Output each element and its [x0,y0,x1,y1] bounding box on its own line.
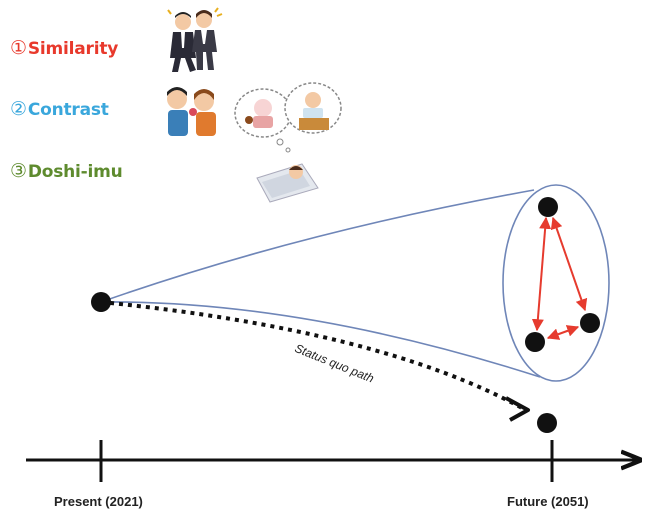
arrow-bottom-left-to-right [546,325,580,340]
cone-lower-line [100,301,541,378]
legend-number-1: ① [10,37,27,59]
future-label: Future (2051) [507,494,589,509]
legend-number-2: ② [10,98,27,120]
legend-number-3: ③ [10,160,27,182]
future-status-quo-node [537,413,557,433]
arrow-top-to-right [550,216,588,312]
arrow-top-to-bottom-left [531,216,552,332]
legend-contrast: ②Contrast [10,98,109,120]
sleeping-person-icon [256,163,319,203]
scenario-node-top [538,197,558,217]
scenario-node-bottom-left [525,332,545,352]
present-label: Present (2021) [54,494,143,509]
future-ellipse [502,184,610,382]
legend-label-doshi-imu: Doshi-imu [27,162,123,182]
status-quo-arrowhead [505,396,530,422]
status-quo-path [100,300,523,410]
business-people-icon [167,7,223,72]
cone-upper-line [100,189,535,303]
legend-label-contrast: Contrast [27,100,109,120]
couple-icon [167,87,216,136]
legend-similarity: ①Similarity [10,37,118,59]
legend-label-similarity: Similarity [27,39,119,59]
scenario-node-right [580,313,600,333]
legend-doshi-imu: ③Doshi-imu [10,160,123,182]
present-node [91,292,111,312]
thought-bubble-icon [234,82,342,153]
